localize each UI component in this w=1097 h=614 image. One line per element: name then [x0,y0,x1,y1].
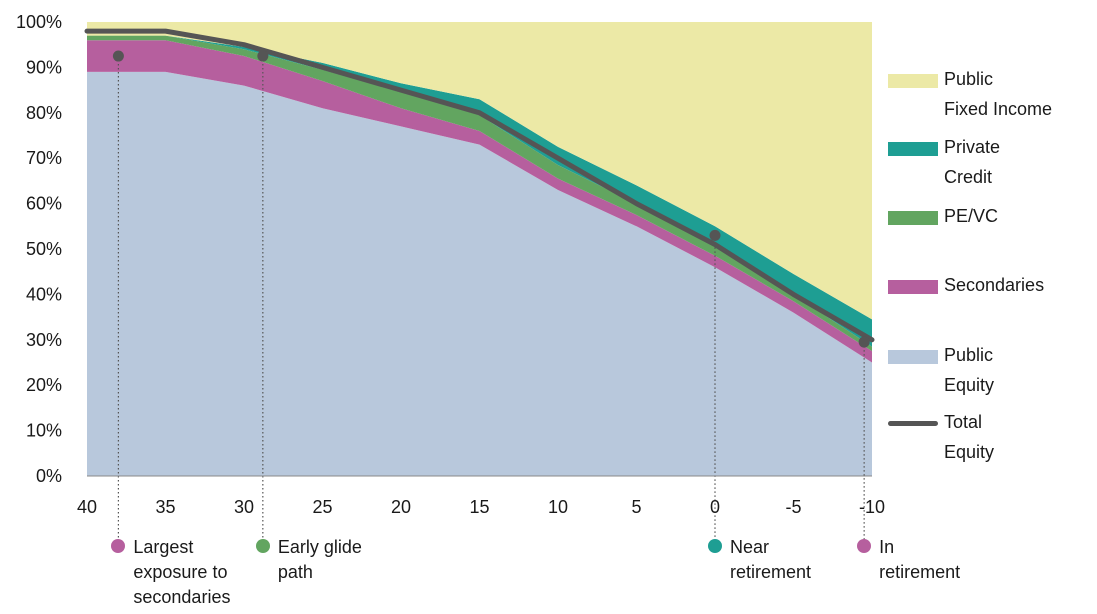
annotation-dot-icon [111,539,126,553]
x-tick-label: 25 [312,497,332,517]
y-tick-label: 100% [16,12,62,32]
x-tick-label: 15 [469,497,489,517]
annotation-guides [112,50,870,540]
legend-swatch [888,421,938,426]
x-tick-label: -5 [785,497,801,517]
annotation-dot-icon [255,539,270,553]
legend-label: Public Equity [944,345,995,395]
annotation-marker [709,229,721,241]
y-tick-label: 60% [26,194,62,214]
legend-swatch [888,74,938,88]
x-tick-label: 10 [548,497,568,517]
x-tick-label: 0 [710,497,720,517]
y-tick-label: 10% [26,421,62,441]
total-equity-line [84,28,875,343]
legend-label: Total Equity [944,412,995,462]
legend-swatch [888,142,938,156]
annotation-in-retirement: In retirement [857,535,960,585]
legend-item-pe-vc: PE/VC [888,205,998,231]
legend-swatch [888,350,938,364]
legend-item-public-equity: Public Equity [888,344,994,400]
legend-item-secondaries: Secondaries [888,274,1044,300]
legend-item-public-fixed-income: Public Fixed Income [888,68,1052,124]
legend-swatch [888,280,938,294]
annotation-largest-exposure-to-secondaries: Largest exposure to secondaries [111,535,230,610]
annotation-label: Early glide path [277,537,362,582]
total-equity-line-group [84,28,875,343]
x-tick-label: -10 [859,497,885,517]
legend-item-total-equity: Total Equity [888,411,994,467]
area-public-equity [87,71,872,477]
legend-item-private-credit: Private Credit [888,136,1000,192]
x-tick-label: 20 [391,497,411,517]
x-tick-label: 30 [234,497,254,517]
annotation-label: Largest exposure to secondaries [133,537,231,607]
legend-label: Public Fixed Income [944,69,1053,119]
legend-label: Secondaries [944,275,1045,295]
stacked-areas [87,22,872,477]
y-tick-label: 70% [26,148,62,168]
annotation-near-retirement: Near retirement [708,535,811,585]
legend-label: Private Credit [944,137,1001,187]
legend-label: PE/VC [944,206,999,226]
y-tick-label: 80% [26,103,62,123]
annotation-marker [257,50,269,62]
y-tick-label: 90% [26,57,62,77]
x-tick-label: 40 [77,497,97,517]
legend-swatch [888,211,938,225]
y-tick-label: 40% [26,284,62,304]
y-tick-label: 20% [26,375,62,395]
x-tick-label: 5 [631,497,641,517]
x-axis: 40 35 30 25 20 15 10 5 0 -5 -10 [77,497,885,517]
annotation-marker [112,50,124,62]
annotation-label: Near retirement [730,537,812,582]
y-tick-label: 30% [26,330,62,350]
y-tick-label: 50% [26,239,62,259]
y-tick-label: 0% [36,466,62,486]
annotation-early-glide-path: Early glide path [255,535,362,585]
area-public-fixed-income [87,22,872,320]
annotation-label: In retirement [879,537,961,582]
annotation-marker [858,336,870,348]
y-axis: 0% 10% 20% 30% 40% 50% 60% 70% 80% 90% 100% [16,12,62,486]
annotation-dot-icon [857,539,872,553]
annotation-dot-icon [708,539,722,553]
x-tick-label: 35 [155,497,175,517]
